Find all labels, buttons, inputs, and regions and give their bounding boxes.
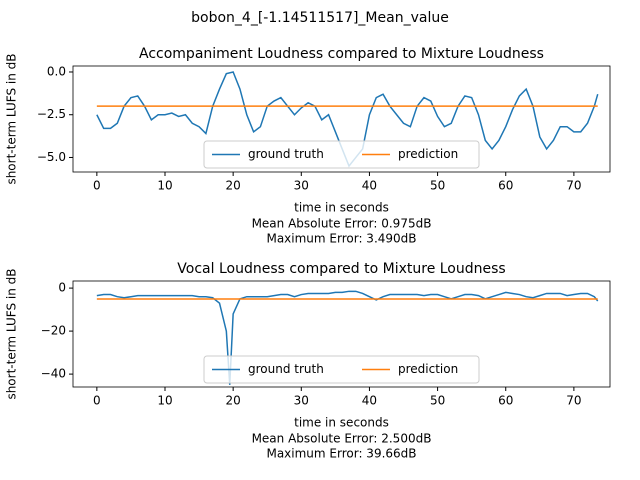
x-tick-label: 0 <box>93 179 101 193</box>
x-tick-label: 60 <box>498 394 513 408</box>
x-tick-label: 0 <box>93 394 101 408</box>
x-tick-label: 10 <box>157 179 172 193</box>
x-tick-label: 60 <box>498 179 513 193</box>
axes-title: Vocal Loudness compared to Mixture Loudn… <box>177 261 505 277</box>
annotation: Maximum Error: 3.490dB <box>266 232 416 246</box>
annotation: Mean Absolute Error: 2.500dB <box>252 432 432 446</box>
axes-frame <box>72 65 611 173</box>
y-tick-label: −2.5 <box>37 107 66 121</box>
series-line <box>96 290 599 385</box>
x-axis-label: time in seconds <box>294 416 389 430</box>
y-tick-label: −40 <box>41 367 66 381</box>
y-axis-label: short-term LUFS in dB <box>5 268 19 399</box>
x-tick-label: 20 <box>226 179 241 193</box>
y-axis-label: short-term LUFS in dB <box>5 53 19 184</box>
x-tick-label: 40 <box>362 179 377 193</box>
x-tick-label: 30 <box>294 179 309 193</box>
axes-frame <box>72 280 611 388</box>
x-tick-label: 50 <box>430 394 445 408</box>
figure-title: bobon_4_[-1.14511517]_Mean_value <box>191 10 449 26</box>
x-tick-label: 40 <box>362 394 377 408</box>
legend: ground truth prediction <box>203 140 480 169</box>
y-tick-label: −5.0 <box>37 150 66 164</box>
x-tick-label: 70 <box>566 179 581 193</box>
y-tick-label: −20 <box>41 324 66 338</box>
x-tick-label: 20 <box>226 394 241 408</box>
legend-label: ground truth <box>248 362 324 376</box>
legend-label: prediction <box>398 362 458 376</box>
x-tick-label: 70 <box>566 394 581 408</box>
legend-box <box>203 355 480 384</box>
legend-label: prediction <box>398 147 458 161</box>
y-tick-label: 0.0 <box>47 64 66 78</box>
x-axis-label: time in seconds <box>294 201 389 215</box>
y-tick-label: 0 <box>58 281 66 295</box>
x-tick-label: 50 <box>430 179 445 193</box>
legend: ground truth prediction <box>203 355 480 384</box>
annotation: Mean Absolute Error: 0.975dB <box>252 217 432 231</box>
legend-label: ground truth <box>248 147 324 161</box>
legend-box <box>203 140 480 169</box>
axes-title: Accompaniment Loudness compared to Mixtu… <box>139 46 544 62</box>
x-tick-label: 30 <box>294 394 309 408</box>
x-tick-label: 10 <box>157 394 172 408</box>
annotation: Maximum Error: 39.66dB <box>266 447 416 461</box>
